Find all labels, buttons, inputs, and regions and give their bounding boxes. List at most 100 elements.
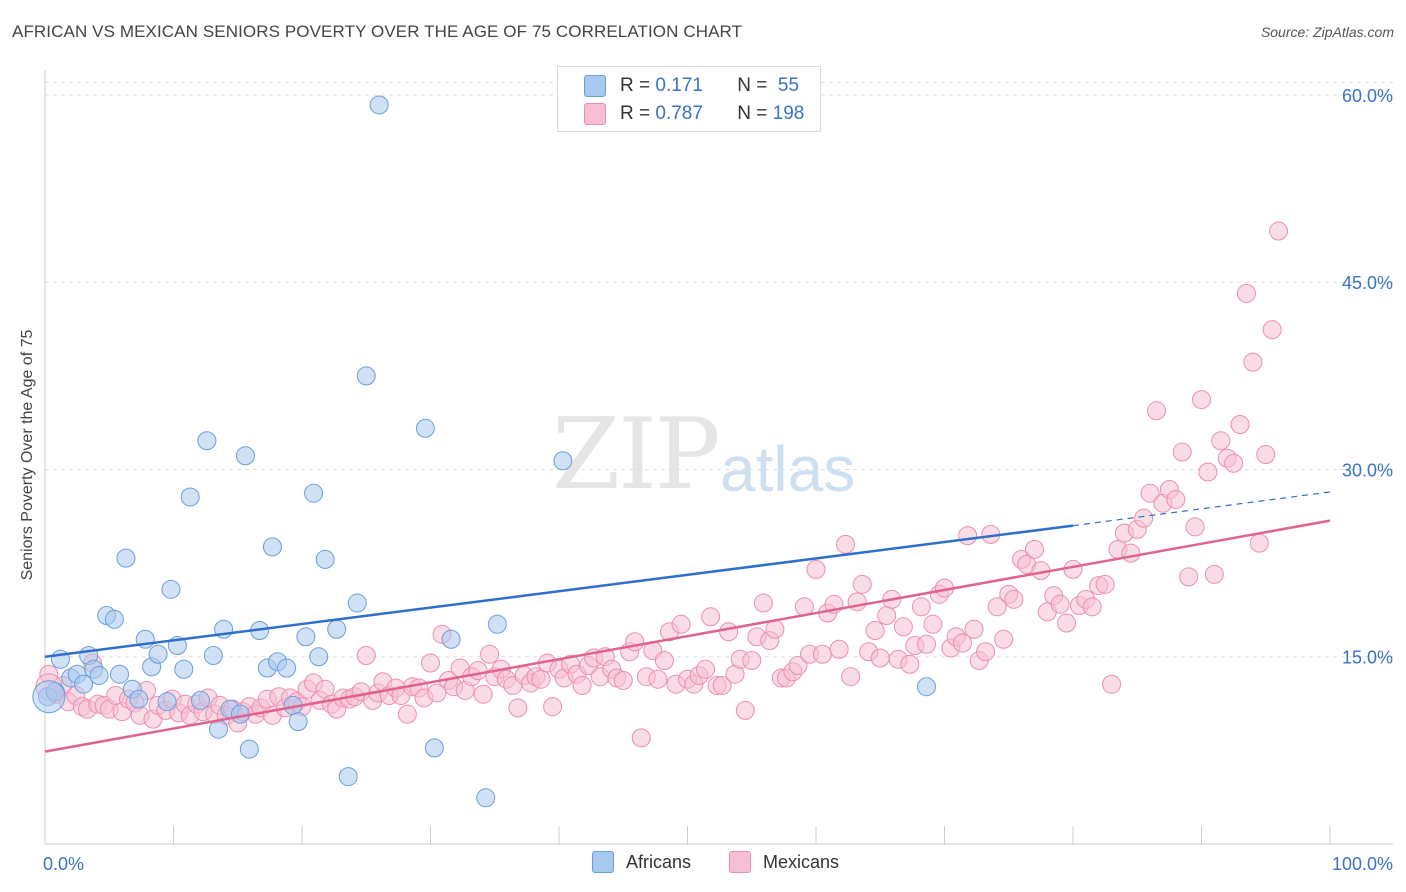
- africans-point: [104, 609, 124, 629]
- mexicans-point: [1004, 589, 1024, 609]
- mexicans-point: [468, 660, 488, 680]
- africans-point: [197, 431, 217, 451]
- mexicans-point: [508, 698, 528, 718]
- mexicans-point: [480, 644, 500, 664]
- africans-point: [327, 619, 347, 639]
- mexicans-point: [1262, 320, 1282, 340]
- bottom-legend-africans: Africans: [592, 851, 691, 873]
- stats-legend: R = 0.171 N = 55 R = 0.787 N = 198: [557, 66, 821, 132]
- mexicans-point: [719, 622, 739, 642]
- mexicans-point: [865, 621, 885, 641]
- africans-point: [441, 629, 461, 649]
- mexicans-point: [788, 655, 808, 675]
- mexicans-point: [712, 675, 732, 695]
- r-value: 0.171: [655, 75, 703, 96]
- mexicans-point: [870, 648, 890, 668]
- mexicans-point: [847, 592, 867, 612]
- africans-point: [89, 665, 109, 685]
- africans-point: [116, 548, 136, 568]
- mexicans-point: [964, 619, 984, 639]
- africans-point: [110, 664, 130, 684]
- y-tick-label: 15.0%: [1342, 648, 1393, 668]
- mexicans-point: [572, 675, 592, 695]
- mexicans-point: [765, 619, 785, 639]
- africans-point: [157, 692, 177, 712]
- x-tick-label: 100.0%: [1332, 854, 1393, 874]
- axes: [44, 70, 1393, 845]
- source-label: Source: ZipAtlas.com: [1260, 24, 1394, 40]
- r-label: R =: [620, 75, 651, 96]
- mexicans-point: [923, 614, 943, 634]
- mexicans-point: [1224, 453, 1244, 473]
- y-tick-label: 45.0%: [1342, 273, 1393, 293]
- mexicans-point: [742, 650, 762, 670]
- africans-point: [553, 451, 573, 471]
- mexicans-point: [1198, 462, 1218, 482]
- mexicans-point: [911, 597, 931, 617]
- africans-point: [296, 627, 316, 647]
- mexicans-point: [841, 667, 861, 687]
- mexicans-point: [900, 654, 920, 674]
- mexicans-swatch: [729, 851, 751, 873]
- africans-point: [239, 739, 259, 759]
- chart-title: AFRICAN VS MEXICAN SENIORS POVERTY OVER …: [12, 22, 743, 41]
- mexicans-point: [1236, 283, 1256, 303]
- mexicans-point: [613, 670, 633, 690]
- n-label: N =: [737, 103, 768, 124]
- mexicans-point: [631, 728, 651, 748]
- mexicans-point: [1211, 431, 1231, 451]
- mexicans-point: [735, 700, 755, 720]
- mexicans-point: [695, 659, 715, 679]
- africans-swatch: [584, 75, 606, 97]
- mexicans-point: [1057, 613, 1077, 633]
- mexicans-point: [829, 639, 849, 659]
- africans-point: [235, 446, 255, 466]
- mexicans-point: [1050, 594, 1070, 614]
- y-tick-label: 60.0%: [1342, 86, 1393, 106]
- mexicans-point: [1192, 390, 1211, 410]
- mexicans-point: [1179, 567, 1199, 587]
- mexicans-point: [1243, 352, 1263, 372]
- y-axis-label: Seniors Poverty Over the Age of 75: [19, 329, 36, 581]
- africans-point: [129, 689, 149, 709]
- mexicans-point: [1166, 489, 1186, 509]
- mexicans-point: [427, 683, 447, 703]
- mexicans-point: [671, 614, 691, 634]
- mexicans-swatch: [584, 103, 606, 125]
- africans-point: [190, 690, 210, 710]
- mexicans-point: [701, 607, 721, 627]
- mexicans-point: [625, 632, 645, 652]
- legend-label-africans: Africans: [626, 851, 692, 872]
- legend-label-mexicans: Mexicans: [763, 851, 840, 872]
- mexicans-point: [356, 645, 376, 665]
- r-value: 0.787: [655, 103, 703, 124]
- mexicans-point: [1172, 442, 1192, 462]
- mexicans-point: [952, 633, 972, 653]
- mexicans-point: [654, 650, 674, 670]
- mexicans-point: [1256, 445, 1276, 465]
- africans-point: [356, 366, 376, 386]
- africans-point: [203, 645, 223, 665]
- africans-point: [304, 483, 324, 503]
- mexicans-point: [976, 642, 996, 662]
- mexicans-point: [1140, 483, 1160, 503]
- mexicans-point: [1230, 415, 1250, 435]
- watermark-zip: ZIP: [552, 398, 721, 512]
- mexicans-point: [836, 534, 856, 554]
- mexicans-point: [543, 697, 563, 717]
- mexicans-point: [421, 653, 440, 673]
- mexicans-point: [397, 704, 417, 724]
- n-label: N =: [737, 75, 768, 96]
- africans-point: [369, 95, 389, 115]
- mexicans-point: [1134, 508, 1154, 528]
- x-tick-label: 0.0%: [43, 854, 84, 874]
- mexicans-point: [1249, 533, 1269, 553]
- africans-point: [161, 579, 181, 599]
- africans-point: [424, 738, 444, 758]
- africans-point: [288, 712, 308, 732]
- mexicans-point: [917, 634, 937, 654]
- africans-point: [476, 788, 496, 808]
- mexicans-point: [473, 684, 493, 704]
- mexicans-points: [35, 221, 1289, 748]
- africans-point: [315, 549, 335, 569]
